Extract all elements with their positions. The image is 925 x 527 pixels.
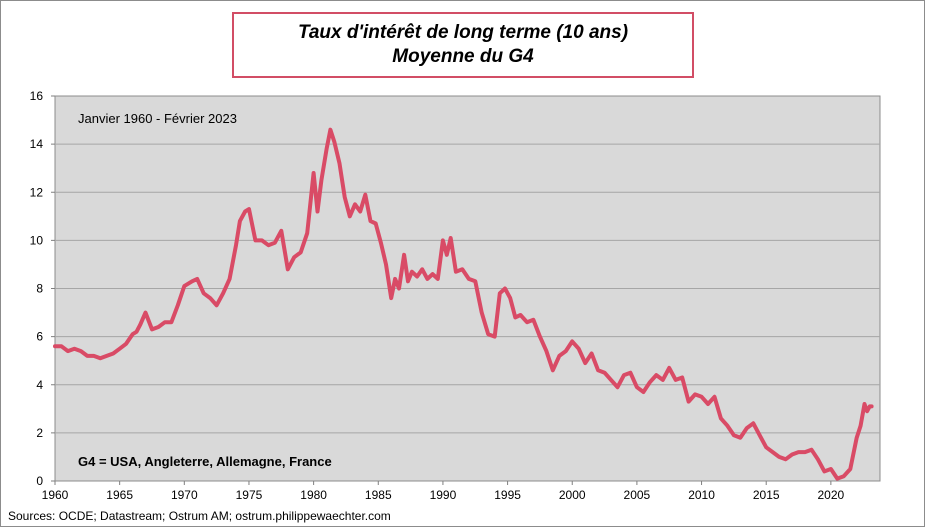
x-tick-label: 1965 xyxy=(106,488,133,502)
x-tick-label: 1960 xyxy=(42,488,69,502)
chart-title: Taux d'intérêt de long terme (10 ans) xyxy=(297,22,629,43)
countries-annotation: G4 = USA, Angleterre, Allemagne, France xyxy=(78,454,332,469)
y-tick-label: 14 xyxy=(30,137,44,151)
y-tick-label: 8 xyxy=(36,282,43,296)
x-tick-label: 1980 xyxy=(300,488,327,502)
x-tick-label: 2020 xyxy=(818,488,845,502)
y-tick-label: 16 xyxy=(30,89,44,103)
y-tick-label: 2 xyxy=(36,426,43,440)
x-tick-label: 1995 xyxy=(494,488,521,502)
x-tick-label: 2015 xyxy=(753,488,780,502)
x-tick-label: 2000 xyxy=(559,488,586,502)
x-tick-label: 1990 xyxy=(430,488,457,502)
y-tick-label: 10 xyxy=(30,233,44,247)
x-tick-label: 2010 xyxy=(688,488,715,502)
chart-subtitle: Moyenne du G4 xyxy=(392,46,534,67)
title-box: Taux d'intérêt de long terme (10 ans) Mo… xyxy=(232,12,694,78)
y-tick-label: 4 xyxy=(36,378,43,392)
series-line-g4 xyxy=(53,127,874,481)
source-note: Sources: OCDE; Datastream; Ostrum AM; os… xyxy=(8,509,391,523)
x-tick-label: 1970 xyxy=(171,488,198,502)
x-tick-label: 1975 xyxy=(236,488,263,502)
y-tick-label: 12 xyxy=(30,185,44,199)
x-tick-label: 2005 xyxy=(624,488,651,502)
y-tick-label: 6 xyxy=(36,330,43,344)
period-annotation: Janvier 1960 - Février 2023 xyxy=(78,111,237,126)
y-tick-label: 0 xyxy=(36,474,43,488)
x-tick-label: 1985 xyxy=(365,488,392,502)
